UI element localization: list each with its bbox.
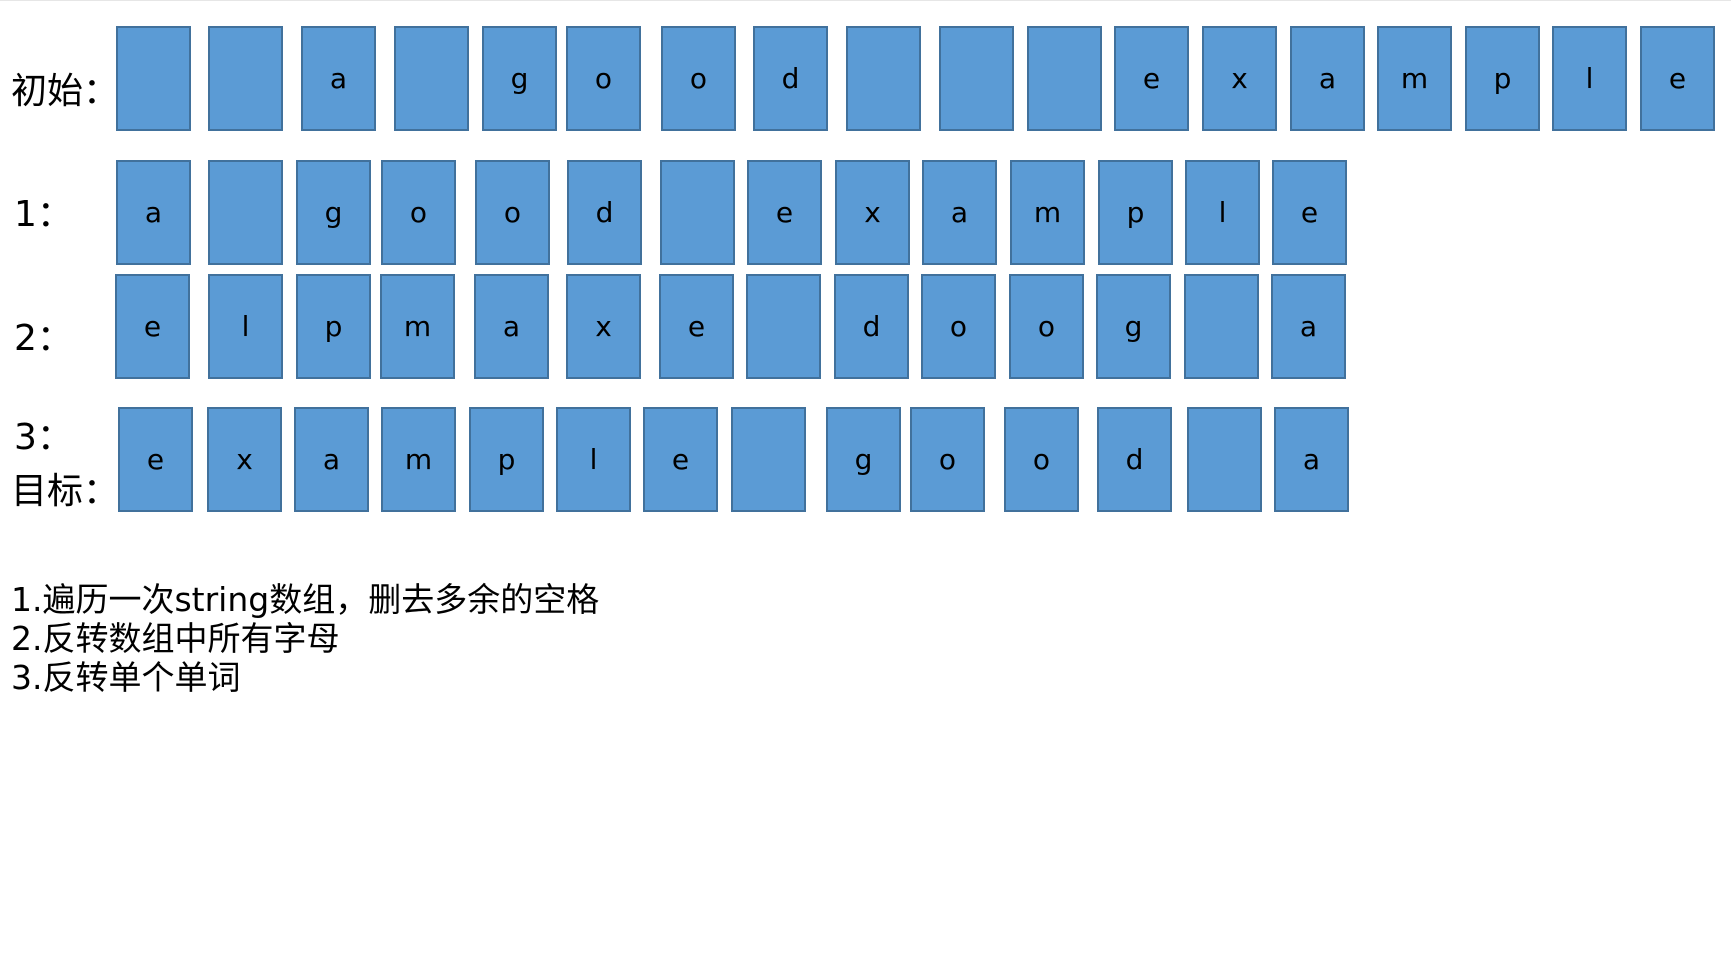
- char-cell: p: [469, 407, 544, 512]
- char-cell: x: [207, 407, 282, 512]
- char-cell: [731, 407, 806, 512]
- char-cell: e: [115, 274, 190, 379]
- row-label-initial: 初始：: [11, 71, 120, 112]
- char-cell: o: [1004, 407, 1079, 512]
- char-cell: d: [567, 160, 642, 265]
- char-cell: x: [566, 274, 641, 379]
- char-cell: e: [1640, 26, 1715, 131]
- row-label-step-2: 2：: [14, 318, 73, 359]
- char-cell: [208, 26, 283, 131]
- char-cell: m: [1010, 160, 1085, 265]
- char-cell: a: [474, 274, 549, 379]
- char-cell: l: [556, 407, 631, 512]
- char-cell: o: [661, 26, 736, 131]
- char-cell: d: [753, 26, 828, 131]
- char-cell: e: [659, 274, 734, 379]
- step-notes: 1.遍历一次string数组，删去多余的空格 2.反转数组中所有字母 3.反转单…: [11, 580, 599, 697]
- char-cell: p: [296, 274, 371, 379]
- char-cell: m: [1377, 26, 1452, 131]
- char-cell: [746, 274, 821, 379]
- char-cell: m: [381, 407, 456, 512]
- char-cell: g: [482, 26, 557, 131]
- char-cell: e: [1272, 160, 1347, 265]
- char-cell: [394, 26, 469, 131]
- char-cell: e: [118, 407, 193, 512]
- char-cell: o: [381, 160, 456, 265]
- char-cell: [208, 160, 283, 265]
- note-step-1: 1.遍历一次string数组，删去多余的空格: [11, 580, 600, 619]
- char-cell: e: [643, 407, 718, 512]
- char-cell: a: [116, 160, 191, 265]
- char-cell: [116, 26, 191, 131]
- char-cell: g: [296, 160, 371, 265]
- char-cell: [1187, 407, 1262, 512]
- char-cell: g: [1096, 274, 1171, 379]
- char-cell: o: [475, 160, 550, 265]
- char-cell: x: [1202, 26, 1277, 131]
- char-cell: a: [1274, 407, 1349, 512]
- char-cell: g: [826, 407, 901, 512]
- char-cell: [846, 26, 921, 131]
- char-cell: o: [566, 26, 641, 131]
- top-rule: [0, 0, 1731, 1]
- char-cell: [660, 160, 735, 265]
- char-cell: d: [834, 274, 909, 379]
- row-label-step-3: 3：: [14, 417, 73, 458]
- note-step-3: 3.反转单个单词: [11, 658, 241, 697]
- char-cell: m: [380, 274, 455, 379]
- char-cell: o: [1009, 274, 1084, 379]
- note-step-2: 2.反转数组中所有字母: [11, 619, 340, 658]
- char-cell: a: [1290, 26, 1365, 131]
- char-cell: p: [1465, 26, 1540, 131]
- char-cell: l: [1185, 160, 1260, 265]
- char-cell: a: [1271, 274, 1346, 379]
- char-cell: [939, 26, 1014, 131]
- char-cell: [1027, 26, 1102, 131]
- char-cell: o: [910, 407, 985, 512]
- char-cell: d: [1097, 407, 1172, 512]
- char-cell: p: [1098, 160, 1173, 265]
- char-cell: e: [747, 160, 822, 265]
- char-cell: x: [835, 160, 910, 265]
- row-label-step-1: 1：: [14, 194, 73, 235]
- char-cell: l: [208, 274, 283, 379]
- char-cell: a: [922, 160, 997, 265]
- char-cell: o: [921, 274, 996, 379]
- char-cell: a: [294, 407, 369, 512]
- char-cell: a: [301, 26, 376, 131]
- char-cell: [1184, 274, 1259, 379]
- char-cell: e: [1114, 26, 1189, 131]
- char-cell: l: [1552, 26, 1627, 131]
- row-label-target: 目标：: [11, 471, 120, 512]
